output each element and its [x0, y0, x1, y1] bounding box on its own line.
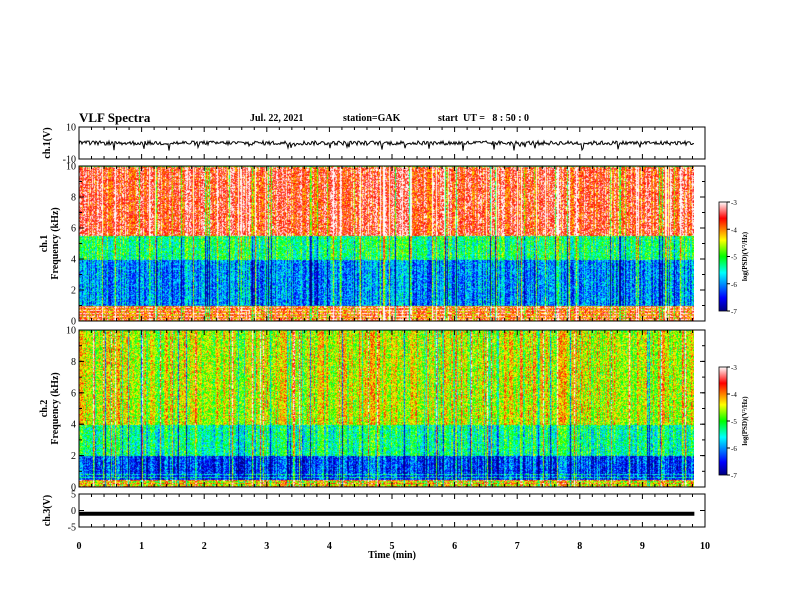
y-tick-label: 6	[71, 388, 76, 399]
ch2-colorbar-tick-label: -4	[731, 391, 737, 399]
ch2-spectrogram-ylabel-2: Frequency (kHz)	[50, 372, 61, 444]
ch1-waveform-ylabel: ch.1(V)	[42, 127, 53, 158]
y-tick-label: 4	[71, 255, 76, 266]
x-tick-label: 2	[202, 541, 207, 552]
x-tick-label: 1	[139, 541, 144, 552]
date-label: Jul. 22, 2021	[250, 113, 304, 124]
x-tick-label: 10	[700, 541, 710, 552]
ch2-colorbar-tick-label: -7	[731, 472, 737, 480]
ch2-spectrogram-image	[79, 330, 694, 487]
ch1-waveform-line	[78, 139, 695, 152]
y-tick-label: 6	[71, 224, 76, 235]
x-tick-label: 6	[452, 541, 457, 552]
ch2-colorbar-tick-label: -6	[731, 445, 737, 453]
y-tick-label: 5	[71, 490, 76, 501]
y-tick-label: 2	[71, 286, 76, 297]
x-tick-label: 7	[515, 541, 520, 552]
x-axis-label: Time (min)	[368, 550, 416, 561]
ch2-colorbar-bar	[718, 366, 728, 476]
y-tick-label: 4	[71, 420, 76, 431]
x-tick-label: 5	[390, 541, 395, 552]
ch1-spectrogram-ylabel-1: ch.1	[39, 235, 50, 253]
station-label: station=GAK	[343, 113, 401, 124]
y-tick-label: -5	[68, 523, 76, 534]
start-time-label: start UT = 8 : 50 : 0	[438, 113, 530, 124]
y-tick-label: 0	[71, 317, 76, 328]
y-tick-label: 8	[71, 193, 76, 204]
x-tick-label: 9	[640, 541, 645, 552]
ch1-colorbar-label: log(PSD)(V²/Hz)	[741, 231, 749, 281]
y-tick-label: 2	[71, 451, 76, 462]
ch2-colorbar-label: log(PSD)(V²/Hz)	[741, 396, 749, 446]
y-tick-label: 10	[66, 123, 76, 134]
y-tick-label: 0	[71, 506, 76, 517]
ch2-colorbar-tick-label: -5	[731, 418, 737, 426]
y-tick-label: -10	[63, 155, 76, 166]
ch1-colorbar-tick-label: -6	[731, 281, 737, 289]
x-tick-label: 3	[264, 541, 269, 552]
ch1-colorbar-tick-label: -7	[731, 308, 737, 316]
y-tick-label: 8	[71, 357, 76, 368]
y-tick-label: 10	[66, 162, 76, 173]
ch1-colorbar-tick-label: -3	[731, 199, 737, 207]
ch1-colorbar-tick-label: -4	[731, 226, 737, 234]
y-tick-label: 0	[71, 483, 76, 494]
ch3-waveform-ylabel: ch.3(V)	[42, 495, 53, 526]
chart-title: VLF Spectra	[79, 110, 151, 125]
y-tick-label: 10	[66, 326, 76, 337]
x-tick-label: 8	[577, 541, 582, 552]
ch2-colorbar-tick-label: -3	[731, 364, 737, 372]
ch1-colorbar-tick-label: -5	[731, 254, 737, 262]
x-tick-label: 0	[77, 541, 82, 552]
ch1-spectrogram-image	[79, 166, 694, 321]
x-tick-label: 4	[327, 541, 332, 552]
ch2-spectrogram-ylabel-1: ch.2	[39, 400, 50, 418]
ch1-colorbar-bar	[718, 201, 728, 312]
ch1-spectrogram-ylabel-2: Frequency (kHz)	[50, 207, 61, 279]
